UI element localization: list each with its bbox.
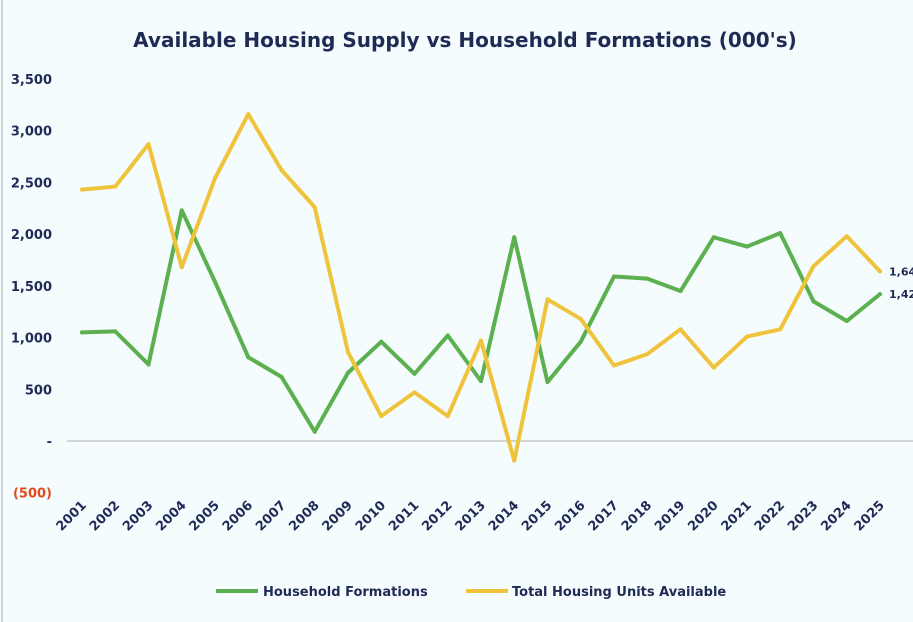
legend-label-total-housing-units: Total Housing Units Available bbox=[512, 585, 726, 600]
data-point bbox=[113, 329, 118, 334]
y-tick-label: 3,500 bbox=[11, 73, 52, 88]
data-point bbox=[878, 269, 882, 274]
data-point bbox=[179, 208, 184, 213]
data-point bbox=[578, 339, 583, 344]
data-point bbox=[578, 316, 583, 321]
data-point bbox=[445, 333, 450, 338]
data-point bbox=[379, 414, 384, 419]
data-point bbox=[678, 289, 683, 294]
y-tick-label: - bbox=[47, 435, 52, 450]
data-point bbox=[512, 458, 517, 463]
data-point bbox=[80, 187, 84, 192]
data-point bbox=[246, 112, 251, 117]
data-point bbox=[113, 184, 118, 189]
data-point bbox=[213, 176, 217, 181]
data-point bbox=[246, 355, 251, 360]
data-point bbox=[745, 244, 749, 249]
y-tick-label: 1,000 bbox=[11, 332, 52, 347]
data-point bbox=[412, 371, 417, 376]
series-group: 1,420 1,640 bbox=[80, 112, 913, 463]
data-point bbox=[844, 234, 849, 239]
y-tick-label: 2,500 bbox=[11, 176, 52, 191]
y-tick-label: (500) bbox=[13, 487, 52, 502]
data-point bbox=[512, 235, 517, 240]
data-point bbox=[612, 363, 616, 368]
data-point bbox=[213, 279, 217, 284]
data-point bbox=[312, 429, 317, 434]
data-point bbox=[445, 414, 450, 419]
data-point bbox=[279, 374, 284, 379]
data-point bbox=[645, 276, 650, 281]
data-point bbox=[811, 264, 816, 269]
data-point bbox=[379, 339, 384, 344]
data-point bbox=[811, 299, 816, 304]
data-point bbox=[778, 231, 783, 236]
y-tick-label: 500 bbox=[25, 383, 52, 398]
data-point bbox=[878, 292, 882, 297]
end-data-label: 1,640 bbox=[889, 265, 913, 278]
chart-title: Available Housing Supply vs Household Fo… bbox=[133, 28, 797, 52]
data-point bbox=[678, 327, 683, 332]
y-tick-label: 1,500 bbox=[11, 280, 52, 295]
data-point bbox=[612, 274, 616, 279]
data-point bbox=[645, 352, 650, 357]
data-point bbox=[80, 330, 84, 335]
data-point bbox=[479, 379, 483, 384]
data-point bbox=[146, 362, 151, 367]
legend: Household Formations Total Housing Units… bbox=[216, 585, 726, 600]
data-point bbox=[346, 350, 350, 355]
data-point bbox=[312, 205, 317, 210]
y-axis: 3,500 3,000 2,500 2,000 1,500 1,000 500 - (500) bbox=[11, 73, 52, 502]
data-point bbox=[146, 142, 151, 147]
data-point bbox=[279, 168, 284, 173]
data-point bbox=[745, 334, 749, 339]
end-data-label: 1,420 bbox=[889, 288, 913, 301]
data-point bbox=[778, 327, 783, 332]
data-point bbox=[844, 319, 849, 324]
data-point bbox=[479, 338, 483, 343]
data-point bbox=[179, 265, 184, 270]
data-point bbox=[545, 380, 550, 385]
legend-label-household-formations: Household Formations bbox=[263, 585, 428, 600]
data-point bbox=[346, 370, 350, 375]
data-point bbox=[412, 390, 417, 395]
data-point bbox=[545, 297, 550, 302]
y-tick-label: 2,000 bbox=[11, 228, 52, 243]
data-point bbox=[711, 365, 716, 370]
data-point bbox=[711, 235, 716, 240]
y-tick-label: 3,000 bbox=[11, 125, 52, 140]
